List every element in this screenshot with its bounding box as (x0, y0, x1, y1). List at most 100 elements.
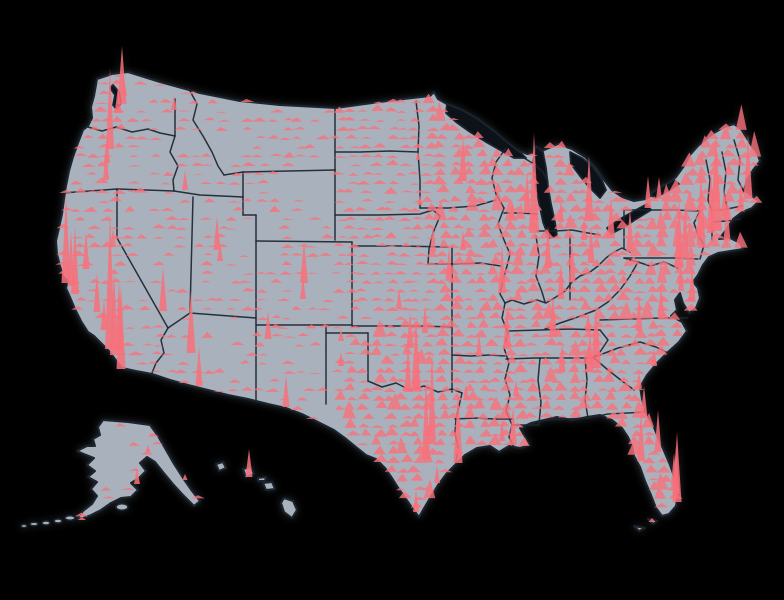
city-spike-san-diego (116, 284, 126, 369)
city-spike-providence (738, 181, 744, 209)
city-spike-knoxville (585, 312, 591, 332)
city-spike-wichita (396, 289, 402, 309)
city-spike-atlanta (591, 303, 601, 368)
state-border (415, 100, 420, 153)
city-spike-corpus-christi (434, 465, 440, 483)
state-border (523, 157, 549, 183)
city-spike-tucson (195, 346, 203, 386)
state-border (334, 150, 419, 153)
city-spike-west-palm-beach (671, 453, 677, 485)
city-spike-madison (509, 201, 515, 219)
city-spike-reno (110, 229, 116, 247)
city-spike-lubbock (338, 352, 344, 366)
city-spike-spokane (171, 96, 177, 110)
city-spike-phoenix (186, 291, 196, 353)
city-spike-hartford (721, 188, 727, 216)
city-spike-provo (217, 243, 223, 261)
city-spike-tampa (637, 413, 645, 461)
city-spike-nashville (549, 295, 557, 337)
state-border (223, 171, 244, 176)
city-spike-columbus (587, 225, 595, 263)
city-spike-buffalo (644, 176, 652, 208)
city-spike-newark (707, 168, 715, 233)
city-spike-detroit (584, 156, 594, 221)
city-spike-jacksonville (640, 386, 648, 418)
state-border (334, 209, 441, 217)
city-spike-st-louis (498, 245, 506, 293)
city-spike-austin (428, 349, 436, 444)
city-spike-san-jose (71, 226, 79, 294)
city-spikes (61, 46, 753, 522)
state-border (242, 169, 336, 173)
aleutian-island (41, 520, 51, 526)
city-spike-jackson (513, 380, 519, 396)
city-spike-anchorage (134, 468, 140, 484)
city-spike-minneapolis (459, 137, 467, 181)
city-spike-savannah (636, 372, 642, 388)
city-spike-el-paso (282, 375, 290, 407)
city-spike-norfolk (688, 265, 696, 301)
city-spike-philadelphia (696, 171, 706, 246)
city-spike-san-francisco (61, 195, 71, 283)
city-spike-tulsa (422, 305, 428, 333)
aleutian-island (29, 521, 39, 527)
lake (445, 103, 527, 159)
city-spike-new-orleans (509, 407, 517, 445)
city-spike-toledo (581, 218, 587, 240)
island-landmass (633, 525, 646, 532)
city-spike-indianapolis (544, 226, 552, 268)
city-spike-aleutian-dash (78, 517, 86, 520)
city-spike-amarillo (338, 329, 344, 341)
aleutian-island (115, 503, 129, 511)
island-landmass (280, 497, 298, 519)
city-spike-key-west (648, 518, 656, 522)
island-landmass (262, 481, 276, 491)
state-border (571, 247, 631, 283)
city-spike-las-vegas (159, 267, 167, 311)
city-spike-albuquerque (264, 311, 272, 339)
city-spike-mcallen (413, 490, 419, 512)
city-spike-boston (743, 134, 753, 199)
city-spike-atlanta-west (586, 332, 594, 372)
city-spike-chicago (529, 133, 539, 233)
city-spike-grand-rapids (558, 200, 564, 222)
state-border (167, 312, 191, 329)
city-spike-bakersfield (100, 300, 108, 330)
city-spike-everett (121, 78, 127, 96)
city-spike-fairbanks (145, 445, 151, 452)
city-spike-fort-worth (404, 344, 412, 392)
state-border (189, 312, 257, 319)
density-texture-spikes (55, 74, 763, 517)
island-landmass (257, 476, 267, 482)
city-spike-portland (106, 69, 114, 149)
city-spike-baltimore (681, 201, 689, 259)
city-spike-washington-dc (674, 198, 684, 268)
city-spike-omaha (430, 224, 436, 252)
city-spike-oklahoma-city (406, 312, 414, 348)
state-borders-layer (61, 88, 745, 463)
city-spike-shreveport (463, 384, 469, 400)
city-spike-eugene (103, 148, 109, 180)
state-border (87, 126, 176, 137)
city-spike-san-antonio (422, 379, 430, 459)
city-spike-raleigh (657, 286, 665, 318)
aleutian-island (64, 515, 76, 521)
city-spike-orlando (654, 410, 662, 452)
city-spike-cleveland (607, 196, 615, 238)
city-spike-sacramento (82, 231, 90, 269)
city-spike-juneau (182, 474, 188, 480)
city-spike-colorado-springs (300, 277, 306, 299)
city-spike-houston (453, 391, 463, 463)
city-spike-rochester (656, 177, 662, 199)
city-spike-honolulu (245, 449, 253, 477)
city-spike-salt-lake-city (213, 216, 221, 250)
city-spike-boise (182, 170, 188, 190)
alaska-landmass (76, 419, 201, 520)
city-spike-anaheim (110, 270, 118, 355)
state-border (173, 190, 244, 198)
city-spike-little-rock (476, 334, 482, 356)
city-spike-birmingham (558, 344, 566, 372)
state-border (189, 196, 194, 314)
